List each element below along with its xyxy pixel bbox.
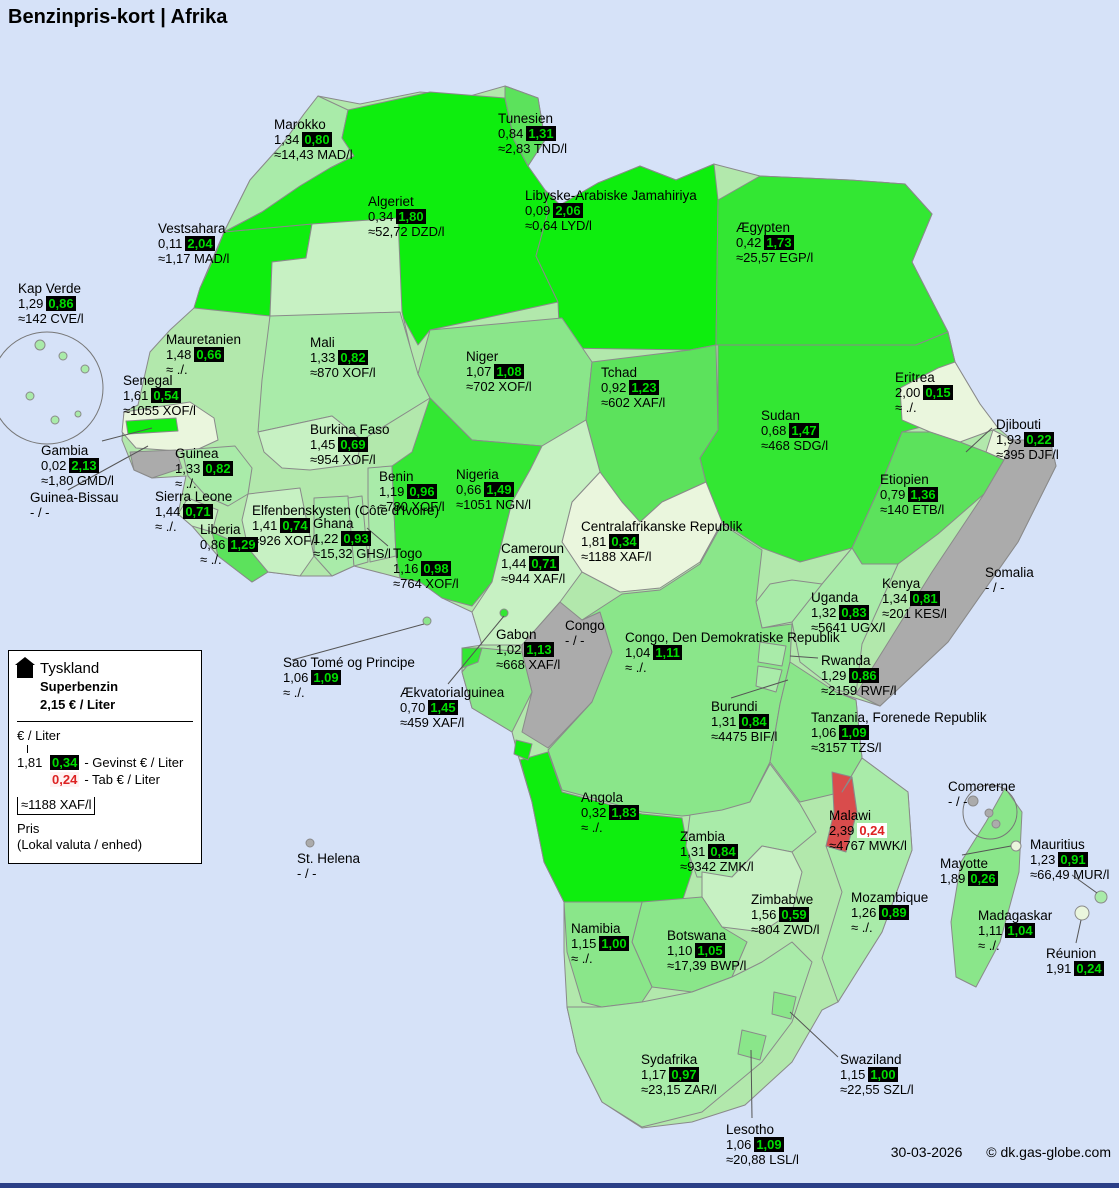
- island-kapverde-2[interactable]: [58, 351, 68, 361]
- leader-djibouti: [965, 427, 993, 453]
- legend-country: Tyskland: [40, 660, 100, 677]
- country-shape-elfenbenskysten[interactable]: [241, 487, 315, 577]
- country-shape-rwanda[interactable]: [757, 641, 787, 667]
- island-kapverde-3[interactable]: [80, 364, 90, 374]
- island-saotome[interactable]: [422, 616, 432, 626]
- country-shape-swaziland[interactable]: [771, 991, 797, 1020]
- bottom-strip: [0, 1183, 1119, 1188]
- legend-sample-price: 1,81: [17, 755, 43, 770]
- legend-loss-label: - Tab € / Liter: [84, 772, 160, 787]
- legend-fuel: Superbenzin: [40, 679, 119, 694]
- island-comorerne-1[interactable]: [967, 795, 979, 807]
- island-kapverde-6[interactable]: [74, 410, 82, 418]
- footer: 30-03-2026 © dk.gas-globe.com: [891, 1144, 1111, 1160]
- country-shape-gambia[interactable]: [125, 417, 179, 435]
- footer-date: 30-03-2026: [890, 1144, 963, 1160]
- country-shape-tunesien[interactable]: [504, 85, 546, 167]
- country-shape-guineabissau[interactable]: [129, 449, 183, 479]
- island-mayotte[interactable]: [1010, 840, 1022, 852]
- island-kapverde-1[interactable]: [34, 339, 46, 351]
- country-shape-angola[interactable]: [519, 751, 693, 903]
- country-shape-ghana[interactable]: [313, 495, 355, 577]
- legend-price-sublabel: (Lokal valuta / enhed): [17, 837, 143, 852]
- country-shape-burkinafaso[interactable]: [257, 415, 363, 471]
- leader-lesotho: [750, 1049, 753, 1119]
- island-sthelena[interactable]: [305, 838, 315, 848]
- leader-mayotte: [961, 845, 1012, 856]
- comorerne-ring: [962, 784, 1018, 840]
- country-shape-aekvatorialguinea[interactable]: [461, 647, 483, 669]
- leader-burundi: [730, 679, 789, 699]
- legend-unit-label: € / Liter: [17, 728, 61, 743]
- country-shape-benin[interactable]: [367, 465, 397, 563]
- country-shape-cabinda[interactable]: [513, 739, 533, 761]
- island-reunion[interactable]: [1074, 905, 1090, 921]
- leader-saotome: [291, 623, 425, 661]
- country-shape-madagaskar[interactable]: [950, 787, 1023, 988]
- legend-gain-label: - Gevinst € / Liter: [84, 755, 184, 770]
- legend-loss-value: 0,24: [50, 772, 80, 787]
- legend-gain-value: 0,34: [50, 755, 80, 770]
- footer-credit-link[interactable]: © dk.gas-globe.com: [986, 1144, 1111, 1160]
- country-shape-eritrea[interactable]: [899, 361, 999, 443]
- country-shape-sydafrika[interactable]: [566, 941, 813, 1128]
- island-comorerne-3[interactable]: [991, 819, 1001, 829]
- country-shape-gabon[interactable]: [461, 647, 533, 733]
- leader-swaziland: [789, 1011, 839, 1058]
- leader-mauritius: [1071, 874, 1098, 894]
- legend-local-sample: ≈1188 XAF/l: [17, 797, 96, 815]
- country-shape-lesotho[interactable]: [737, 1029, 767, 1061]
- island-kapverde-4[interactable]: [25, 391, 35, 401]
- reference-legend: Tyskland Superbenzin 2,15 € / Liter € / …: [8, 650, 202, 864]
- legend-tick: [27, 745, 34, 753]
- leader-aekvatorialguinea: [447, 615, 505, 685]
- island-bioko[interactable]: [499, 608, 509, 618]
- page-title: Benzinpris-kort | Afrika: [8, 6, 228, 28]
- country-shape-mozambique[interactable]: [821, 757, 913, 1003]
- country-shape-aegypten[interactable]: [715, 175, 949, 346]
- island-kapverde-5[interactable]: [50, 415, 60, 425]
- leader-reunion: [1075, 919, 1082, 944]
- island-comorerne-2[interactable]: [984, 808, 994, 818]
- legend-price: 2,15 € / Liter: [40, 697, 116, 712]
- home-icon: [15, 657, 35, 678]
- country-shape-burundi[interactable]: [755, 665, 783, 693]
- legend-price-label: Pris: [17, 821, 40, 836]
- island-mauritius[interactable]: [1094, 890, 1108, 904]
- leader-rwanda: [789, 655, 819, 659]
- legend-divider: [17, 721, 193, 722]
- country-shape-guinea[interactable]: [181, 445, 253, 507]
- kapverde-ring: [0, 331, 104, 445]
- leader-guineabissau: [67, 445, 149, 491]
- leader-gambia: [101, 427, 153, 442]
